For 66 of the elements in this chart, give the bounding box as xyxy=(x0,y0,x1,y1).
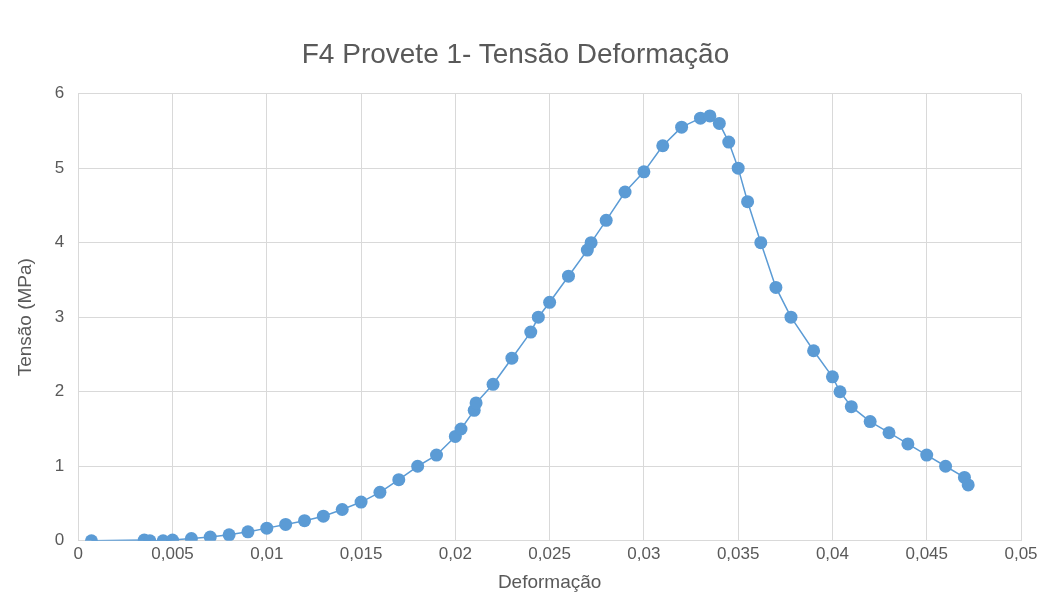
point xyxy=(656,139,670,153)
point xyxy=(531,310,545,324)
y-axis-title: Tensão (MPa) xyxy=(13,258,35,377)
x-axis-title: Deformação xyxy=(497,570,602,592)
y-tick-label: 2 xyxy=(54,381,65,401)
x-tick-label: 0,05 xyxy=(1004,543,1038,563)
point xyxy=(784,310,798,324)
point xyxy=(335,503,349,516)
x-tick-label: 0,035 xyxy=(716,543,760,563)
point xyxy=(844,400,858,414)
point xyxy=(712,116,726,130)
chart-title: F4 Provete 1- Tensão Deformação xyxy=(301,37,730,69)
point xyxy=(543,295,557,309)
point xyxy=(863,415,877,429)
point xyxy=(392,473,406,487)
y-tick-label: 1 xyxy=(54,455,65,475)
x-tick-label: 0,005 xyxy=(151,543,194,563)
point xyxy=(298,514,312,528)
point xyxy=(754,236,768,250)
point xyxy=(722,135,736,149)
point xyxy=(279,517,293,531)
x-tick-label: 0,02 xyxy=(438,543,472,563)
point xyxy=(825,370,839,384)
point xyxy=(731,161,745,175)
point xyxy=(203,530,217,541)
y-tick-label: 0 xyxy=(54,530,65,550)
point xyxy=(561,269,575,283)
point xyxy=(833,385,847,399)
point xyxy=(637,165,651,179)
point xyxy=(222,528,236,541)
point xyxy=(260,521,274,535)
x-tick-label: 0,025 xyxy=(528,543,571,563)
point xyxy=(703,109,717,123)
point xyxy=(599,213,613,227)
point xyxy=(316,509,330,523)
point xyxy=(807,344,821,358)
x-tick-label: 0,03 xyxy=(627,543,661,563)
point xyxy=(486,377,500,391)
point xyxy=(901,437,915,451)
point xyxy=(469,396,483,410)
point xyxy=(675,120,689,134)
point xyxy=(920,448,934,462)
y-tick-label: 5 xyxy=(54,157,65,177)
point xyxy=(769,280,783,294)
point xyxy=(882,426,896,440)
point xyxy=(741,195,755,209)
x-tick-label: 0,01 xyxy=(250,543,284,563)
x-tick-label: 0,045 xyxy=(905,543,948,563)
x-tick-label: 0 xyxy=(73,543,83,563)
point xyxy=(354,495,368,509)
point xyxy=(241,525,255,539)
point xyxy=(939,459,953,473)
point xyxy=(373,485,387,499)
point xyxy=(584,236,598,250)
point xyxy=(961,478,975,492)
x-tick-label: 0,015 xyxy=(339,543,383,563)
y-tick-label: 6 xyxy=(54,83,65,103)
point xyxy=(618,185,632,199)
point xyxy=(524,325,538,339)
y-tick-label: 3 xyxy=(54,306,65,326)
x-tick-label: 0,04 xyxy=(815,543,849,563)
point xyxy=(430,448,443,462)
point xyxy=(454,422,468,436)
point xyxy=(411,459,425,473)
point xyxy=(505,351,519,365)
y-tick-label: 4 xyxy=(54,232,65,252)
